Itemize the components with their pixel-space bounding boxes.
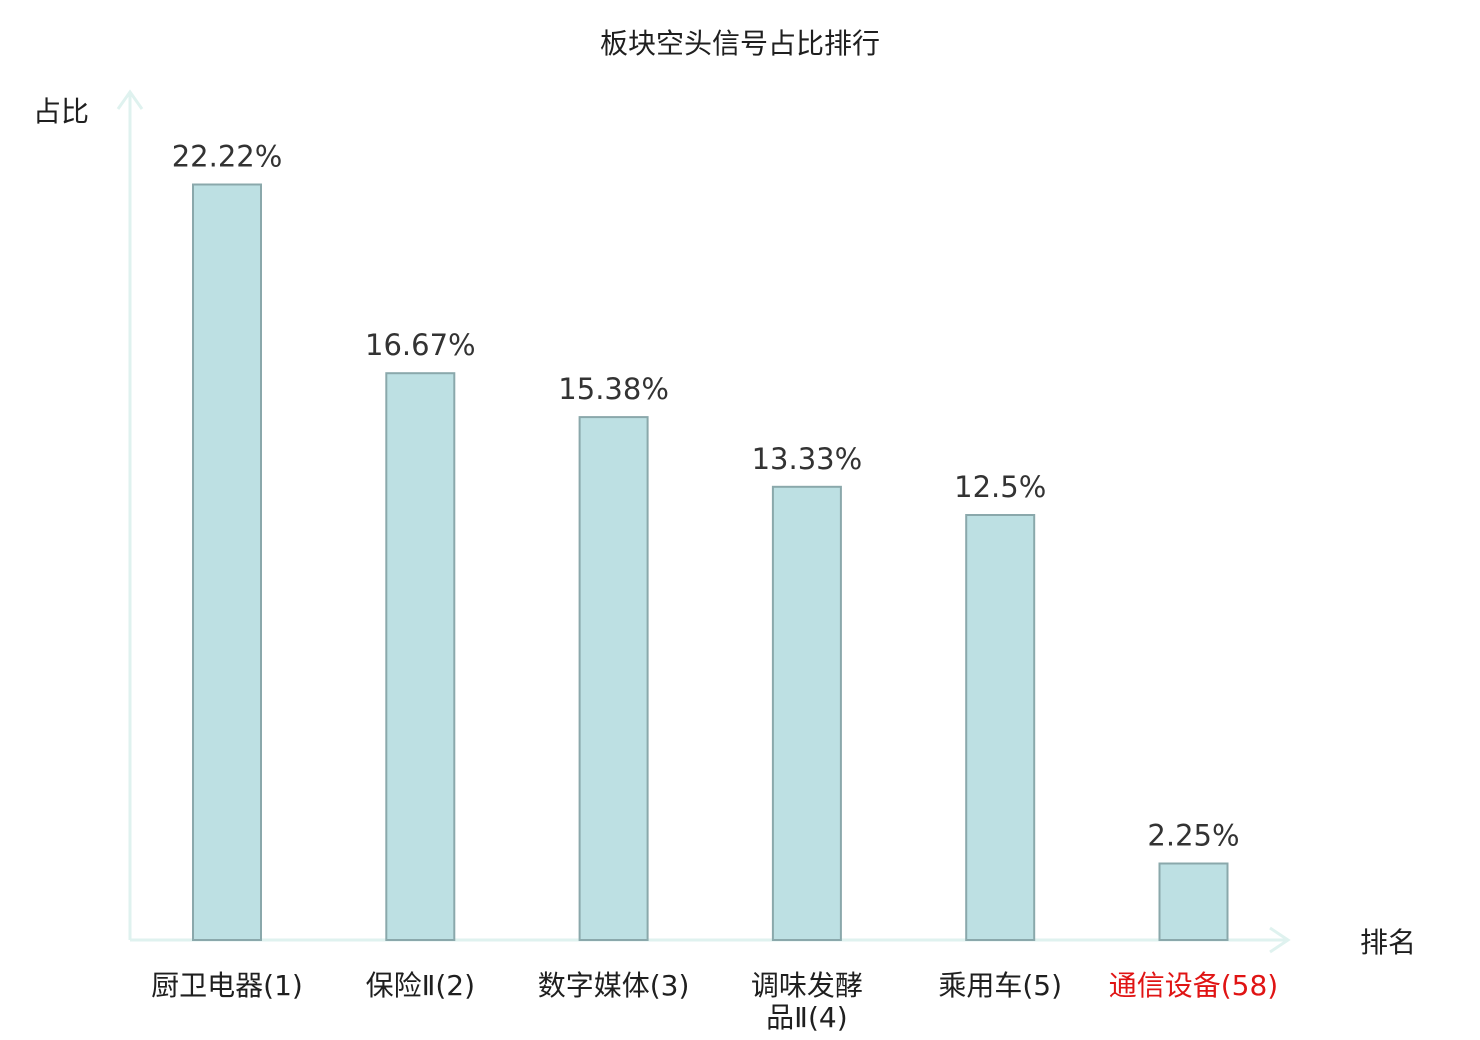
category-label-5: 乘用车(5) — [938, 969, 1062, 1002]
bar-3 — [578, 416, 649, 942]
category-label-4-line-1: 调味发酵 — [751, 969, 863, 1002]
category-label-4-line-2: 品Ⅱ(4) — [766, 1001, 847, 1034]
value-labels: 22.22% 16.67% 15.38% 13.33% 12.5% 2.25% — [172, 140, 1240, 853]
value-label-2: 16.67% — [365, 328, 476, 362]
value-label-3: 15.38% — [558, 372, 669, 406]
bar-5 — [965, 514, 1036, 941]
category-label-3: 数字媒体(3) — [538, 969, 690, 1002]
category-label-6: 通信设备(58) — [1109, 969, 1278, 1002]
y-axis-title: 占比 — [33, 95, 89, 128]
bar-1 — [192, 183, 262, 941]
category-label-2: 保险Ⅱ(2) — [366, 969, 475, 1002]
category-label-1: 厨卫电器(1) — [151, 969, 303, 1002]
x-axis-arrow — [1269, 926, 1291, 954]
y-axis-arrow — [116, 89, 144, 110]
bar-6 — [1158, 862, 1229, 941]
value-label-5: 12.5% — [954, 470, 1046, 504]
bar-4 — [771, 485, 842, 941]
chart-title: 板块空头信号占比排行 — [600, 27, 880, 60]
value-label-4: 13.33% — [752, 442, 863, 476]
x-axis-title: 排名 — [1360, 926, 1416, 959]
value-label-6: 2.25% — [1147, 819, 1239, 853]
axes — [116, 89, 1291, 954]
bars — [192, 183, 1229, 942]
bar-2 — [385, 372, 456, 941]
value-label-1: 22.22% — [172, 140, 283, 174]
